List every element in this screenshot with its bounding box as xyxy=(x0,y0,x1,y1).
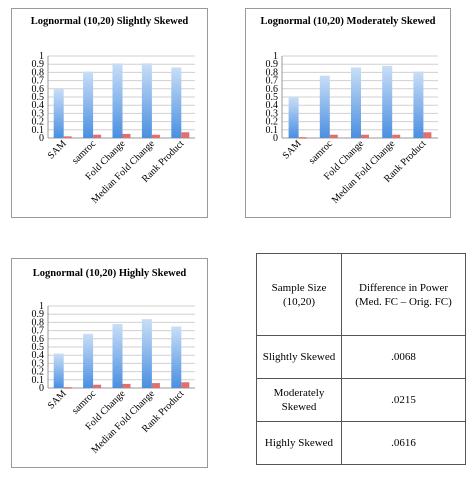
table-row-value: .0215 xyxy=(341,378,466,422)
x-tick-label: samroc xyxy=(70,138,99,167)
y-tick-label: 0.2 xyxy=(32,117,45,128)
y-tick-label: 0.7 xyxy=(32,76,45,87)
chart-panel-moderately: Lognormal (10,20) Moderately Skewed 0 0.1… xyxy=(245,8,451,218)
y-tick-label: 1 xyxy=(39,301,44,312)
y-tick-label: 0 xyxy=(273,133,278,144)
table-header-row: Sample Size (10,20) Difference in Power … xyxy=(256,253,466,336)
y-tick-label: 0.1 xyxy=(32,125,45,136)
table-header-difference: Difference in Power (Med. FC – Orig. FC) xyxy=(341,253,466,336)
y-tick-label: 0.5 xyxy=(32,92,45,103)
bar-series2 xyxy=(298,137,307,139)
y-tick-label: 0.6 xyxy=(32,84,45,95)
bar-series1 xyxy=(141,319,152,388)
bar-series1 xyxy=(112,63,123,138)
y-tick-label: 0.2 xyxy=(32,367,45,378)
bar-series1 xyxy=(141,63,152,138)
chart-panel-highly: Lognormal (10,20) Highly Skewed 0 0.1 0.2 0… xyxy=(11,258,208,468)
y-tick-label: 0.2 xyxy=(266,117,279,128)
bar-series2 xyxy=(181,132,190,138)
bar-series2 xyxy=(151,134,160,138)
y-tick-label: 0.4 xyxy=(266,100,279,111)
y-tick-label: 0.5 xyxy=(32,342,45,353)
bar-series2 xyxy=(361,134,369,138)
bar-series2 xyxy=(63,387,72,389)
table-row-label: Moderately Skewed xyxy=(256,378,342,422)
chart-title: Lognormal (10,20) Slightly Skewed xyxy=(30,16,189,27)
y-tick-label: 0.6 xyxy=(266,84,279,95)
y-tick-label: 0.3 xyxy=(266,108,279,119)
table-header-sample-size: Sample Size (10,20) xyxy=(256,253,342,336)
table-row: Highly Skewed .0616 xyxy=(256,421,466,465)
y-tick-label: 0 xyxy=(39,133,44,144)
y-tick-label: 0.8 xyxy=(32,67,45,78)
y-tick-label: 0.7 xyxy=(266,76,279,87)
y-tick-label: 0.3 xyxy=(32,108,45,119)
power-difference-table: Sample Size (10,20) Difference in Power … xyxy=(256,253,466,465)
y-tick-label: 0.6 xyxy=(32,334,45,345)
y-tick-label: 0.4 xyxy=(32,350,45,361)
bar-series2 xyxy=(151,383,160,388)
y-tick-label: 1 xyxy=(39,51,44,62)
bar-series2 xyxy=(122,133,131,138)
y-tick-label: 0.9 xyxy=(32,59,45,70)
x-tick-label: SAM xyxy=(46,138,69,161)
bar-series2 xyxy=(93,134,102,138)
y-tick-label: 0.8 xyxy=(266,67,279,78)
chart-title: Lognormal (10,20) Moderately Skewed xyxy=(260,16,436,27)
bar-series2 xyxy=(423,132,432,138)
bar-series2 xyxy=(392,134,401,138)
y-tick-label: 0 xyxy=(39,383,44,394)
table-row: Moderately Skewed .0215 xyxy=(256,378,466,422)
y-tick-label: 0.1 xyxy=(32,375,45,386)
y-tick-label: 0.1 xyxy=(266,125,279,136)
table-row-label: Highly Skewed xyxy=(256,421,342,465)
bar-series1 xyxy=(288,97,299,138)
bar-series1 xyxy=(413,71,424,138)
y-tick-label: 1 xyxy=(273,51,278,62)
x-tick-label: SAM xyxy=(281,138,304,161)
bar-series2 xyxy=(63,136,72,138)
y-tick-label: 0.9 xyxy=(266,59,279,70)
x-tick-label: samroc xyxy=(70,388,99,417)
y-tick-label: 0.3 xyxy=(32,358,45,369)
bar-series1 xyxy=(83,333,94,388)
y-tick-label: 0.7 xyxy=(32,326,45,337)
chart-title: Lognormal (10,20) Highly Skewed xyxy=(32,268,187,279)
bar-series1 xyxy=(382,65,393,138)
bar-series2 xyxy=(329,134,338,138)
bar-series2 xyxy=(93,384,102,388)
y-tick-label: 0.9 xyxy=(32,309,45,320)
bar-series1 xyxy=(319,75,330,138)
table-row: Slightly Skewed .0068 xyxy=(256,335,466,379)
bar-series2 xyxy=(181,382,190,388)
x-tick-label: SAM xyxy=(46,388,69,411)
bar-series1 xyxy=(171,67,182,138)
table-row-value: .0068 xyxy=(341,335,466,379)
bar-series1 xyxy=(83,71,94,138)
y-tick-label: 0.8 xyxy=(32,317,45,328)
chart-panel-slightly: Lognormal (10,20) Slightly Skewed 0 0.1 0.… xyxy=(11,8,208,218)
y-tick-label: 0.4 xyxy=(32,100,45,111)
table-row-value: .0616 xyxy=(341,421,466,465)
bar-series2 xyxy=(122,383,131,388)
x-tick-label: samroc xyxy=(307,138,336,167)
bar-series1 xyxy=(53,88,64,138)
bar-series1 xyxy=(351,67,361,138)
table-row-label: Slightly Skewed xyxy=(256,335,342,379)
bar-series1 xyxy=(112,324,123,388)
bar-series1 xyxy=(171,326,182,388)
y-tick-label: 0.5 xyxy=(266,92,279,103)
bar-series1 xyxy=(53,353,64,388)
